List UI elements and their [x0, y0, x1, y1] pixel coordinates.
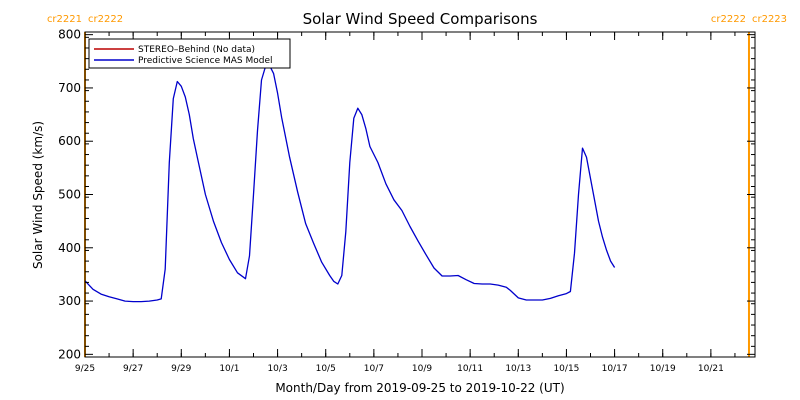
- axes: 200 300 400 500 600 700 800 9/25 9/27 9/29 10/1 10/…: [58, 28, 756, 374]
- series-layer: [84, 64, 616, 303]
- legend-box: [88, 38, 291, 69]
- x-tick-label-10/7: 10/7: [364, 364, 384, 374]
- x-tick-label-10/11: 10/11: [457, 364, 483, 374]
- x-tick-label-10/17: 10/17: [602, 364, 628, 374]
- legend-label-mas-model: Predictive Science MAS Model: [138, 56, 273, 66]
- chart-title: Solar Wind Speed Comparisons: [303, 10, 538, 28]
- legend: STEREO–Behind (No data) Predictive Scien…: [88, 38, 291, 69]
- x-tick-label-9/25: 9/25: [75, 364, 95, 374]
- x-tick-label-10/13: 10/13: [505, 364, 531, 374]
- x-tick-label-10/19: 10/19: [650, 364, 676, 374]
- x-axis-label: Month/Day from 2019-09-25 to 2019-10-22 …: [275, 381, 564, 395]
- y-axis-label: Solar Wind Speed (km/s): [31, 121, 45, 269]
- legend-label-stereo: STEREO–Behind (No data): [138, 45, 255, 55]
- y-tick-label-200: 200: [58, 347, 81, 361]
- x-tick-label-9/27: 9/27: [123, 364, 143, 374]
- x-tick-label-10/15: 10/15: [553, 364, 579, 374]
- carrington-label-left-1: cr2222: [711, 14, 746, 25]
- x-tick-label-10/5: 10/5: [316, 364, 336, 374]
- y-tick-label-700: 700: [58, 81, 81, 95]
- y-tick-label-800: 800: [58, 28, 81, 42]
- carrington-label-right-1: cr2223: [752, 14, 787, 25]
- y-tick-label-500: 500: [58, 188, 81, 202]
- x-tick-label-10/9: 10/9: [412, 364, 432, 374]
- x-tick-label-10/21: 10/21: [698, 364, 724, 374]
- x-tick-label-10/1: 10/1: [219, 364, 239, 374]
- carrington-label-left-0: cr2221: [47, 14, 82, 25]
- x-tick-label-9/29: 9/29: [171, 364, 191, 374]
- y-tick-label-600: 600: [58, 134, 81, 148]
- y-tick-label-300: 300: [58, 294, 81, 308]
- x-tick-label-10/3: 10/3: [267, 364, 287, 374]
- y-tick-label-400: 400: [58, 241, 81, 255]
- carrington-label-right-0: cr2222: [88, 14, 123, 25]
- series-line-1: [84, 64, 616, 303]
